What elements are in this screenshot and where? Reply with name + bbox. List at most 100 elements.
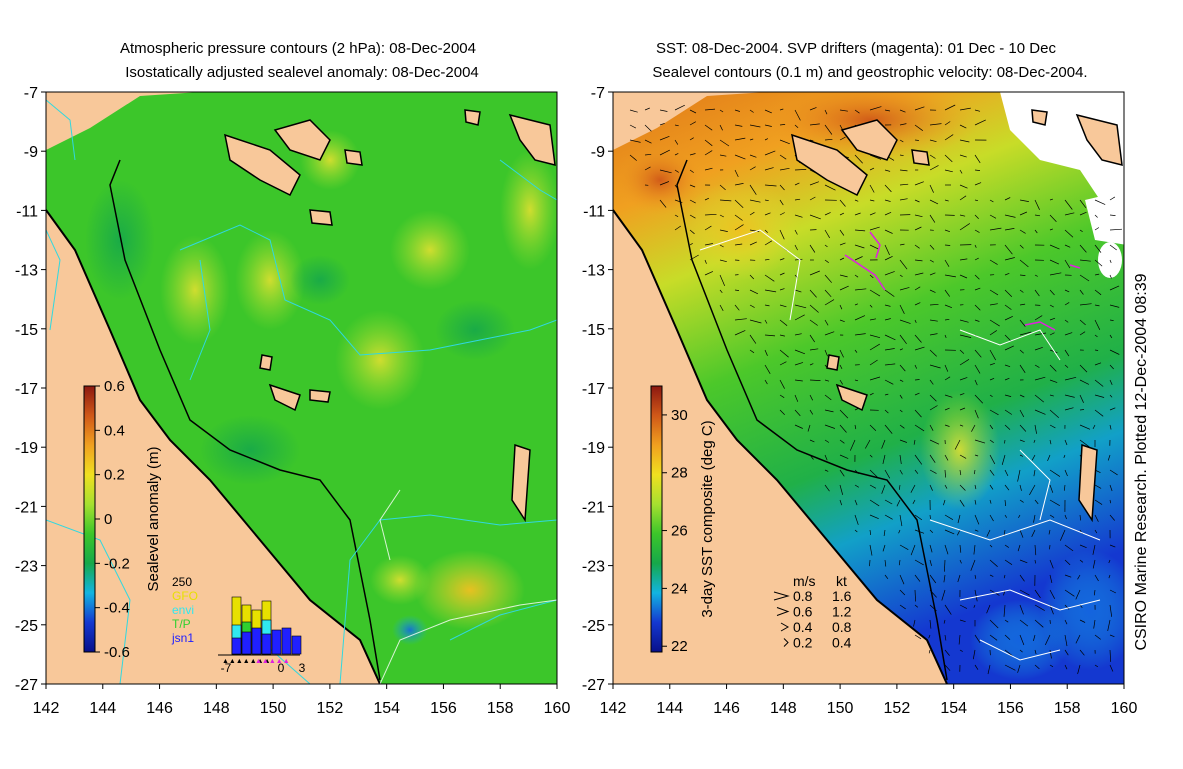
left-title-line2: Isostatically adjusted sealevel anomaly:… <box>125 64 479 81</box>
velocity-arrow <box>809 244 816 253</box>
sst-colorbar-tick-label: 28 <box>671 465 688 482</box>
velocity-arrow <box>928 649 931 654</box>
velocity-arrow <box>869 469 879 478</box>
velocity-arrow <box>1019 229 1026 234</box>
velocity-arrow <box>674 153 679 156</box>
velocity-arrow <box>824 424 836 429</box>
velocity-arrow <box>794 424 803 429</box>
left-lat-label: -23 <box>15 559 38 576</box>
velocity-arrow <box>1034 332 1047 336</box>
velocity-arrow <box>1049 289 1055 296</box>
velocity-arrow <box>884 244 890 256</box>
velocity-arrow <box>854 379 859 382</box>
velocity-arrow <box>644 107 650 111</box>
right-lat-axis: -7 -9 -11 -13 -15 -17 -19 -21 -23 -25 -27 <box>582 85 613 694</box>
velocity-arrow <box>943 499 946 506</box>
velocity-arrow <box>957 574 961 583</box>
left-lat-label: -25 <box>15 618 38 635</box>
velocity-arrow <box>659 169 672 174</box>
velocity-arrow <box>764 258 770 261</box>
velocity-arrow <box>629 154 637 161</box>
velocity-arrow <box>1019 289 1024 293</box>
velocity-arrow <box>869 484 877 489</box>
left-lat-label: -15 <box>15 322 38 339</box>
velocity-arrow <box>884 379 894 385</box>
velocity-arrow <box>1004 228 1015 231</box>
velocity-arrow <box>869 106 882 111</box>
velocity-arrow <box>1109 214 1116 216</box>
velocity-arrow <box>1019 424 1027 432</box>
velocity-arrow <box>882 544 886 552</box>
velocity-arrow <box>689 137 694 141</box>
velocity-arrow <box>1004 439 1006 444</box>
velocity-arrow <box>974 287 981 291</box>
velocity-arrow <box>764 199 769 202</box>
velocity-arrow <box>1019 439 1025 443</box>
velocity-arrow <box>989 634 998 641</box>
velocity-arrow <box>929 139 937 143</box>
velocity-arrow <box>794 349 806 355</box>
velocity-arrow <box>659 199 667 208</box>
left-map-area <box>46 92 557 684</box>
velocity-arrow <box>959 169 963 174</box>
sst-colorbar-ticks: 30 28 26 24 22 <box>662 407 688 655</box>
velocity-arrow <box>719 124 723 131</box>
velocity-arrow <box>1094 394 1105 398</box>
velocity-arrow <box>629 124 637 129</box>
velocity-arrow <box>854 303 859 306</box>
velocity-arrow <box>779 167 790 171</box>
velocity-arrow <box>1019 319 1026 327</box>
velocity-arrow <box>809 181 820 186</box>
velocity-arrow <box>989 303 998 306</box>
velocity-arrow <box>929 405 938 411</box>
sst-colorbar-tick-label: 22 <box>671 638 688 655</box>
velocity-arrow <box>869 199 875 202</box>
velocity-arrow <box>794 304 807 309</box>
velocity-key-kt: 1.6 <box>832 588 852 604</box>
velocity-arrow <box>794 229 798 235</box>
velocity-arrow <box>809 270 820 276</box>
velocity-arrow <box>944 529 955 535</box>
velocity-arrow <box>749 199 761 203</box>
velocity-arrow <box>764 274 775 282</box>
velocity-arrow <box>884 363 896 366</box>
velocity-arrow <box>1034 589 1041 599</box>
velocity-arrow <box>974 257 979 261</box>
velocity-arrow <box>794 182 800 186</box>
velocity-arrow <box>1064 574 1072 578</box>
velocity-arrow <box>959 319 969 323</box>
velocity-arrow <box>959 393 965 396</box>
velocity-arrow <box>1031 454 1036 461</box>
velocity-arrow <box>1049 409 1060 419</box>
velocity-arrow <box>1048 529 1051 535</box>
velocity-arrow <box>824 409 834 413</box>
anomaly-colorbar-tick-label: -0.2 <box>104 555 130 572</box>
velocity-arrow <box>944 424 950 427</box>
velocity-arrow <box>794 244 798 251</box>
anomaly-colorbar: 0.6 0.4 0.2 0 -0.2 -0.4 -0.6 Sealevel anomaly … <box>83 378 162 661</box>
velocity-arrow <box>882 454 886 464</box>
velocity-arrow <box>989 544 993 548</box>
velocity-arrow <box>1049 304 1054 308</box>
right-lat-label: -17 <box>582 381 605 398</box>
velocity-arrow <box>1004 664 1016 671</box>
velocity-arrow <box>959 214 966 217</box>
left-lon-label: 156 <box>430 700 457 717</box>
velocity-arrow <box>1109 649 1112 662</box>
velocity-arrow <box>1031 529 1036 537</box>
velocity-arrow <box>973 544 976 555</box>
velocity-arrow <box>944 199 949 202</box>
velocity-arrow <box>854 315 866 321</box>
velocity-arrow <box>1094 214 1098 218</box>
velocity-arrow <box>974 589 978 602</box>
velocity-arrow <box>1094 362 1102 366</box>
velocity-arrow <box>1034 619 1044 628</box>
velocity-arrow <box>971 424 976 432</box>
velocity-arrow <box>944 407 950 411</box>
velocity-arrow <box>974 169 981 171</box>
velocity-arrow <box>1092 424 1096 430</box>
velocity-arrow <box>1019 559 1028 564</box>
velocity-arrow <box>734 224 744 231</box>
right-map-panel: SST: 08-Dec-2004. SVP drifters (magenta)… <box>582 40 1150 717</box>
right-lon-axis: 142 144 146 148 150 152 154 156 158 160 <box>600 684 1137 717</box>
